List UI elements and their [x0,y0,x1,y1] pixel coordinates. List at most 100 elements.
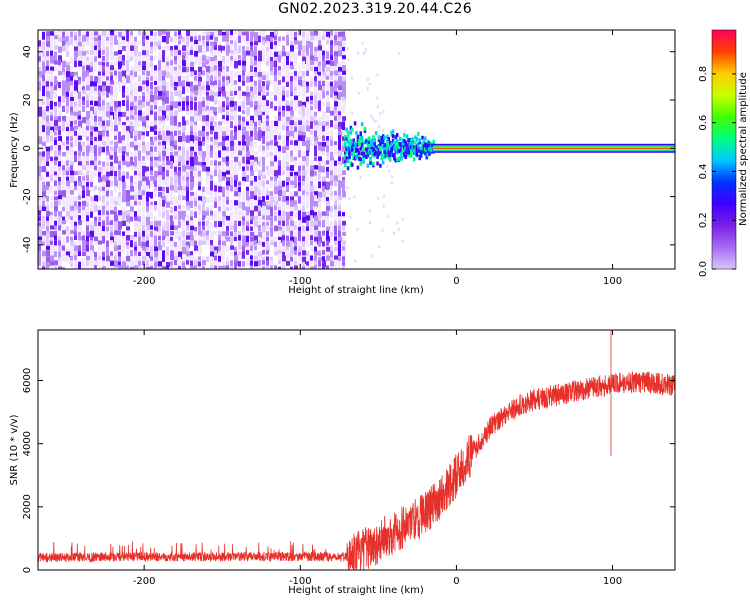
spectrogram-cell [246,221,249,229]
spectrogram-cell [182,45,186,51]
spectrogram-cell [214,151,217,158]
spectrogram-cell [334,95,337,104]
spectrogram-cell [170,45,173,54]
spectrogram-cell [122,135,125,143]
spectrogram-cell [218,60,222,68]
spectrogram-cell [330,245,333,252]
spectrogram-cell [262,40,265,46]
spectrogram-cell [74,120,77,125]
spectrogram-cell [330,91,333,98]
spectrogram-cell [270,66,273,73]
spectrogram-cell [274,225,278,232]
spectrogram-cell [258,211,261,217]
spectrogram-cell [86,175,89,181]
spectrogram-cell [54,65,57,71]
spectrogram-cell [290,236,294,243]
spectrogram-cell [182,256,186,262]
spectrogram-cell [429,141,433,146]
spectrogram-cell [342,136,345,144]
spectrogram-cell [202,126,205,133]
spectrogram-cell [310,100,313,105]
spectrogram-cell [387,149,391,154]
spectrogram-cell [250,176,254,182]
spectrogram-cell [170,86,173,95]
spectrogram-cell [302,261,305,269]
spectrogram-cell [282,116,286,125]
spectrogram-cell [238,90,241,97]
spectrogram-cell [250,95,253,101]
spectrogram-cell [242,141,246,146]
spectrogram-cell [286,140,289,149]
spectrogram-cell [138,65,141,73]
spectrogram-cell [330,45,333,51]
spectrogram-cell [222,231,226,240]
spectrogram-cell [162,160,165,169]
spectrogram-cell [154,95,158,101]
spectrogram-cell [310,200,314,207]
spectrogram-cell [106,205,109,212]
spectrogram-cell [78,220,82,228]
spectrogram-cell [74,46,78,52]
spectrogram-cell [90,45,94,52]
spectrogram-cell [166,146,169,154]
spectrogram-cell [182,161,185,166]
spectrogram-cell [262,95,266,101]
spectrogram-cell [198,245,202,253]
spectrogram-cell [302,61,305,69]
spectrogram-cell [310,46,313,52]
spectrogram-cell [306,150,309,156]
spectrogram-cell [118,36,121,42]
spectrogram-cell [158,131,161,138]
spectrogram-cell [278,215,282,222]
spectrogram-cell [372,147,375,152]
spectrogram-cell [338,156,341,163]
spectrogram-cell [318,65,321,72]
spectrogram-cell [310,245,313,251]
spectrogram-cell [102,251,105,258]
spectrogram-cell [254,240,257,246]
spectrogram-cell [342,140,345,149]
spectrogram-cell [162,110,166,119]
spectrogram-cell [397,148,400,153]
spectrogram-cell [178,76,181,83]
spectrogram-cell [122,125,126,133]
spectrogram-cell [338,256,341,264]
spectrogram-cell [404,149,407,154]
spectrogram-cell [182,105,185,111]
spectrogram-cell [194,75,197,83]
spectrogram-cell [290,131,294,139]
spectrogram-cell [138,236,141,243]
spectrogram-cell [98,231,102,237]
spectrogram-cell [202,206,205,212]
spectrogram-cell [356,151,360,156]
spectrogram-cell [186,220,189,227]
spectrogram-cell [407,150,410,155]
spectrogram-cell [54,171,57,179]
spectrogram-cell [122,70,126,79]
spectrogram-cell [222,101,225,108]
spectrogram-cell [286,230,289,238]
spectrogram-cell [322,191,326,198]
spectrogram-cell [310,95,313,101]
spectrogram-cell [254,85,257,90]
spectrogram-cell [198,95,201,103]
spectrogram-cell [170,151,173,159]
spectrogram-cell [242,31,246,36]
spectrogram-cell [134,101,138,110]
spectrogram-cell [391,134,395,139]
spectrogram-cell [298,145,301,151]
spectrogram-cell [58,220,62,228]
spectrogram-cell [314,56,318,63]
spectrogram-cell [210,196,213,203]
spectrogram-cell [174,126,178,133]
spectrogram-cell [218,80,221,87]
spectrogram-cell [106,66,110,72]
spectrogram-cell [142,236,145,244]
spectrogram-cell [70,245,74,254]
spectrogram-cell [246,200,250,206]
spectrogram-cell [254,261,258,267]
colorbar: 0.00.20.40.60.8 Normalized spectral ampl… [698,29,749,277]
spectrogram-cell [58,110,62,116]
spectrogram-cell [58,260,62,267]
spectrogram-cell [142,61,146,66]
